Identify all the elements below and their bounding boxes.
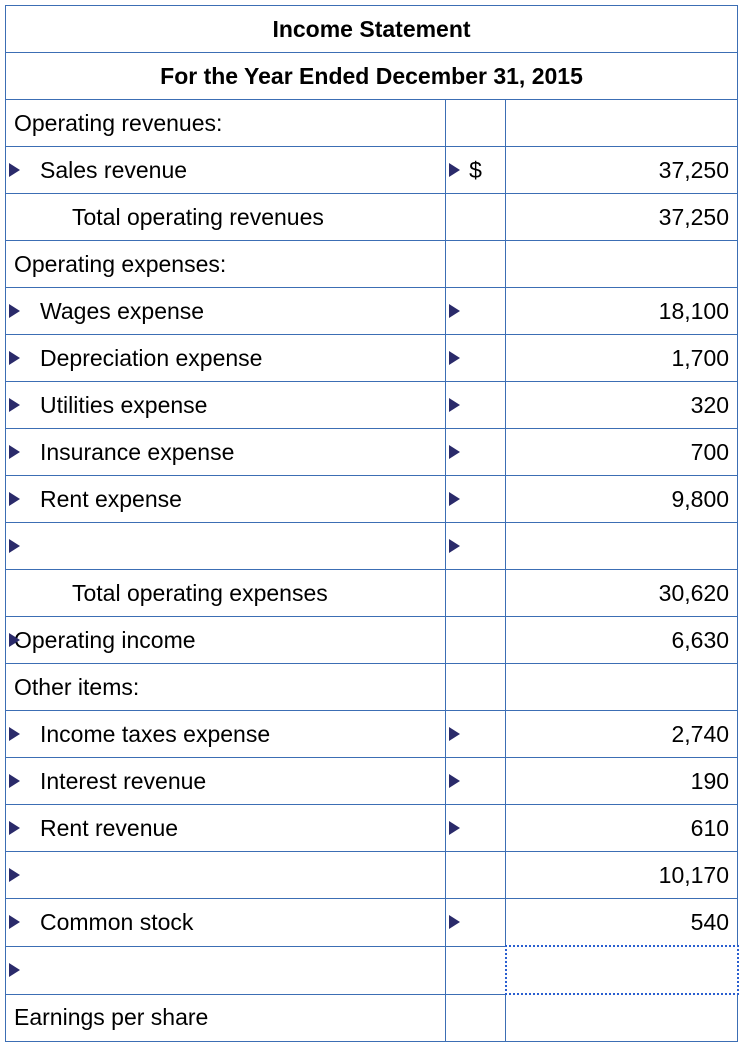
amount-cell[interactable] [506,523,738,570]
amount-cell[interactable]: 540 [506,899,738,947]
currency-symbol-cell [446,664,506,711]
table-row: Total operating revenues 37,250 [6,194,738,241]
currency-symbol-cell [446,852,506,899]
amount-cell[interactable]: 37,250 [506,147,738,194]
line-item-label[interactable]: Operating income [6,617,446,664]
amount-cell[interactable]: 700 [506,429,738,476]
amount-cell[interactable]: 37,250 [506,194,738,241]
currency-symbol-cell [446,194,506,241]
amount-cell[interactable]: 30,620 [506,570,738,617]
amount-cell[interactable]: 190 [506,758,738,805]
table-row: Depreciation expense 1,700 [6,335,738,382]
currency-symbol-cell[interactable] [446,805,506,852]
line-item-label[interactable]: Utilities expense [6,382,446,429]
table-row: Earnings per share [6,994,738,1042]
currency-symbol-cell [446,994,506,1042]
table-row: Interest revenue 190 [6,758,738,805]
statement-title: Income Statement [6,6,738,53]
amount-cell[interactable] [506,100,738,147]
table-row [6,523,738,570]
amount-cell[interactable]: 320 [506,382,738,429]
subtitle-row: For the Year Ended December 31, 2015 [6,53,738,100]
table-row: Common stock 540 [6,899,738,947]
line-item-label[interactable]: Depreciation expense [6,335,446,382]
line-item-label: Total operating expenses [6,570,446,617]
line-item-label[interactable] [6,852,446,899]
amount-cell[interactable]: 610 [506,805,738,852]
currency-symbol-cell[interactable] [446,476,506,523]
table-row: Rent expense 9,800 [6,476,738,523]
line-item-label[interactable]: Income taxes expense [6,711,446,758]
currency-symbol-cell[interactable] [446,758,506,805]
line-item-label: Other items: [6,664,446,711]
currency-symbol-cell [446,617,506,664]
table-row: Operating revenues: [6,100,738,147]
table-row: 10,170 [6,852,738,899]
table-row: Income taxes expense 2,740 [6,711,738,758]
currency-symbol-cell[interactable] [446,429,506,476]
table-row: Operating expenses: [6,241,738,288]
line-item-label: Operating revenues: [6,100,446,147]
line-item-label[interactable] [6,946,446,994]
table-row: Sales revenue$37,250 [6,147,738,194]
line-item-label[interactable]: Rent expense [6,476,446,523]
currency-symbol-cell[interactable] [446,899,506,947]
currency-symbol-cell[interactable] [446,335,506,382]
income-statement-table: Income Statement For the Year Ended Dece… [5,5,739,1042]
line-item-label[interactable]: Interest revenue [6,758,446,805]
amount-cell[interactable]: 6,630 [506,617,738,664]
currency-symbol-cell [446,946,506,994]
table-row: Rent revenue 610 [6,805,738,852]
currency-symbol-cell[interactable] [446,382,506,429]
amount-cell[interactable] [506,994,738,1042]
amount-cell[interactable]: 18,100 [506,288,738,335]
line-item-label[interactable]: Insurance expense [6,429,446,476]
amount-cell[interactable]: 2,740 [506,711,738,758]
currency-symbol-cell [446,570,506,617]
table-row: Operating income 6,630 [6,617,738,664]
currency-symbol-cell[interactable] [446,523,506,570]
table-row: Insurance expense 700 [6,429,738,476]
line-item-label[interactable]: Rent revenue [6,805,446,852]
currency-symbol-cell [446,100,506,147]
currency-symbol-cell [446,241,506,288]
line-item-label[interactable]: Sales revenue [6,147,446,194]
line-item-label[interactable]: Common stock [6,899,446,947]
amount-cell[interactable]: 9,800 [506,476,738,523]
currency-symbol-cell[interactable] [446,711,506,758]
table-row: Total operating expenses 30,620 [6,570,738,617]
table-row: Other items: [6,664,738,711]
currency-symbol-cell[interactable]: $ [446,147,506,194]
amount-cell[interactable] [506,664,738,711]
amount-cell[interactable]: 10,170 [506,852,738,899]
line-item-label: Total operating revenues [6,194,446,241]
table-row: Utilities expense 320 [6,382,738,429]
amount-cell[interactable] [506,946,738,994]
amount-cell[interactable]: 1,700 [506,335,738,382]
amount-cell[interactable] [506,241,738,288]
line-item-label: Operating expenses: [6,241,446,288]
line-item-label: Earnings per share [6,994,446,1042]
currency-symbol-cell[interactable] [446,288,506,335]
title-row: Income Statement [6,6,738,53]
line-item-label[interactable]: Wages expense [6,288,446,335]
line-item-label[interactable] [6,523,446,570]
table-row [6,946,738,994]
statement-subtitle: For the Year Ended December 31, 2015 [6,53,738,100]
table-row: Wages expense 18,100 [6,288,738,335]
